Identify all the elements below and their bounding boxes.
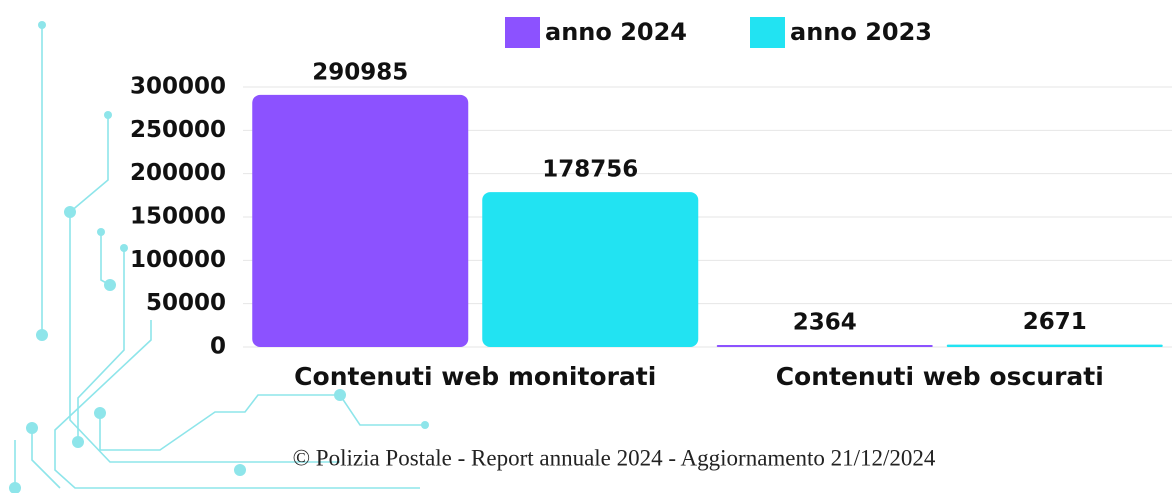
- legend-swatch: [505, 17, 540, 48]
- bar: [717, 345, 933, 347]
- bar: [947, 345, 1163, 347]
- legend-label: anno 2023: [790, 18, 932, 46]
- value-label: 290985: [312, 59, 408, 85]
- y-tick-label: 200000: [130, 160, 226, 186]
- bar: [482, 192, 698, 347]
- value-label: 2364: [793, 309, 857, 335]
- source-note: © Polizia Postale - Report annuale 2024 …: [293, 445, 936, 470]
- bar: [252, 95, 468, 347]
- value-label: 2671: [1023, 309, 1087, 335]
- x-tick-label: Contenuti web oscurati: [776, 362, 1104, 391]
- value-label: 178756: [542, 157, 638, 183]
- legend-swatch: [750, 17, 785, 48]
- y-tick-label: 0: [210, 334, 226, 360]
- x-tick-label: Contenuti web monitorati: [294, 362, 656, 391]
- y-tick-label: 250000: [130, 117, 226, 143]
- chart: © Polizia Postale - Report annuale 2024 …: [0, 0, 1172, 493]
- y-tick-label: 50000: [146, 290, 226, 316]
- legend-label: anno 2024: [545, 18, 687, 46]
- y-tick-label: 150000: [130, 204, 226, 230]
- y-tick-label: 300000: [130, 74, 226, 100]
- y-tick-label: 100000: [130, 247, 226, 273]
